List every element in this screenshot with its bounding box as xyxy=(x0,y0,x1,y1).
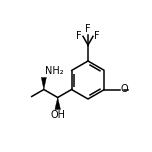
Polygon shape xyxy=(41,78,46,90)
Text: F: F xyxy=(76,31,82,41)
Polygon shape xyxy=(55,97,60,109)
Text: O: O xyxy=(120,85,128,95)
Text: OH: OH xyxy=(50,111,65,121)
Text: F: F xyxy=(94,31,100,41)
Text: F: F xyxy=(85,24,91,34)
Text: NH₂: NH₂ xyxy=(45,67,63,76)
